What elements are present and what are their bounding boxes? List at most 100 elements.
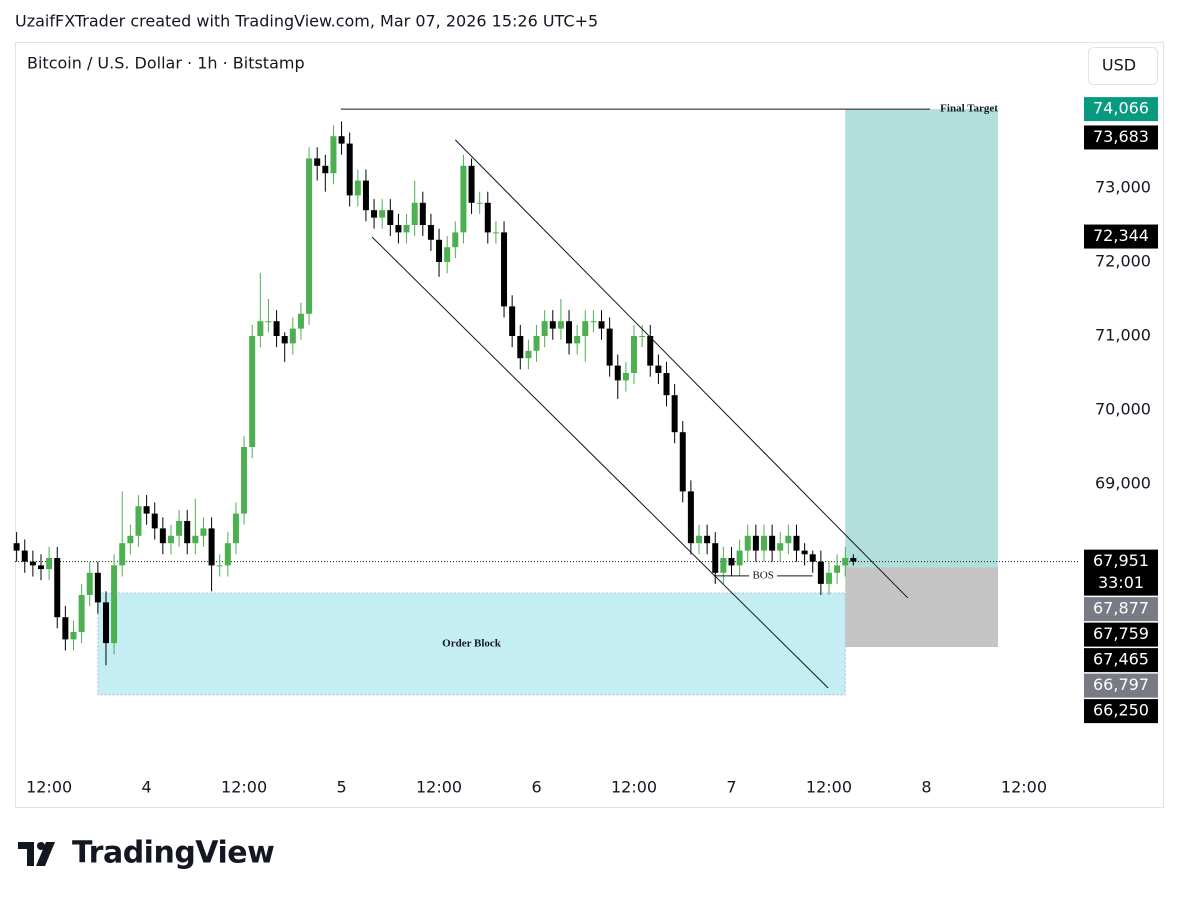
- candle-body: [468, 165, 475, 203]
- price-label: 66,797: [1093, 675, 1149, 694]
- candle-body: [549, 321, 556, 329]
- candle-body: [208, 528, 215, 566]
- logo-text: TradingView: [72, 836, 274, 871]
- price-countdown: 33:01: [1098, 573, 1144, 592]
- candle-body: [631, 335, 638, 373]
- price-label-bg: [1084, 699, 1158, 724]
- trendline: [454, 139, 909, 599]
- candle-body: [111, 565, 118, 644]
- candle-body: [598, 321, 605, 329]
- price-label-bg: [1084, 648, 1158, 673]
- candle-body: [192, 535, 199, 544]
- candle-body: [257, 321, 264, 336]
- price-label: 73,683: [1093, 127, 1149, 146]
- candle-body: [29, 561, 36, 566]
- currency-button[interactable]: [1088, 47, 1158, 85]
- candle-body: [102, 602, 109, 644]
- candle-body: [232, 513, 239, 544]
- candle-body: [614, 365, 621, 381]
- price-label: 67,951: [1093, 551, 1149, 570]
- candle-body: [200, 528, 207, 536]
- candle-body: [622, 372, 629, 381]
- x-tick-label: 4: [142, 778, 152, 797]
- logo-icon: [18, 842, 34, 866]
- price-label: 67,759: [1093, 624, 1149, 643]
- y-tick-label: 71,000: [1095, 325, 1151, 344]
- bos-label: BOS: [752, 569, 773, 581]
- candle-body: [249, 335, 256, 447]
- candle-body: [297, 313, 304, 329]
- candle-body: [834, 565, 841, 573]
- candle-body: [371, 210, 378, 218]
- candle-body: [769, 535, 776, 551]
- logo: TradingView: [18, 836, 275, 871]
- candle-body: [533, 335, 540, 351]
- candle-body: [159, 528, 166, 544]
- candle-body: [704, 535, 711, 544]
- candle-body: [436, 239, 443, 262]
- candle-body: [687, 491, 694, 544]
- candle-body: [21, 550, 28, 562]
- candle-body: [86, 572, 93, 595]
- candle-body: [224, 543, 231, 566]
- candle-body: [362, 180, 369, 211]
- x-tick-label: 6: [531, 778, 541, 797]
- candle-body: [639, 335, 646, 337]
- candle-body: [720, 557, 727, 573]
- candle-body: [306, 158, 313, 314]
- currency-label: USD: [1102, 56, 1136, 75]
- target-zone: [845, 109, 998, 568]
- candle-body: [143, 506, 150, 514]
- candle-body: [119, 543, 126, 566]
- order-block-label: Order Block: [442, 637, 502, 649]
- candle-body: [135, 506, 142, 536]
- candle-body: [590, 321, 597, 323]
- candle-body: [760, 535, 767, 551]
- candle-body: [541, 321, 548, 336]
- candle-body: [78, 594, 85, 632]
- logo-icon: [37, 842, 45, 850]
- candle-body: [281, 335, 288, 344]
- candle-body: [184, 520, 191, 544]
- candle-body: [452, 232, 459, 248]
- candle-body: [809, 554, 816, 562]
- candle-body: [265, 321, 272, 323]
- x-tick-label: 5: [336, 778, 346, 797]
- chart-title: Bitcoin / U.S. Dollar · 1h · Bitstamp: [27, 54, 305, 73]
- candle-body: [679, 432, 686, 492]
- candle-body: [379, 210, 386, 218]
- y-tick-label: 70,000: [1095, 399, 1151, 418]
- price-label: 72,344: [1093, 226, 1149, 245]
- attribution: UzaifFXTrader created with TradingView.c…: [15, 12, 598, 31]
- y-tick-label: 73,000: [1095, 177, 1151, 196]
- target-label: Final Target: [940, 103, 998, 115]
- candle-body: [663, 372, 670, 396]
- candle-body: [647, 335, 654, 366]
- candle-body: [46, 557, 53, 570]
- price-label: 67,465: [1093, 650, 1149, 669]
- chart-frame: [15, 42, 1164, 808]
- price-label-bg: [1084, 622, 1158, 647]
- candle-body: [566, 321, 573, 344]
- candle-body: [322, 165, 329, 174]
- plot-area: Order Block Final Target BOS 12:00 4 12:00 5 12…: [13, 97, 1158, 797]
- candle-body: [744, 535, 751, 551]
- trendline: [371, 236, 829, 689]
- candle-body: [801, 550, 808, 555]
- candle-body: [460, 165, 467, 233]
- y-tick-label: 69,000: [1095, 473, 1151, 492]
- stop-zone: [845, 567, 998, 648]
- candle-body: [842, 557, 849, 566]
- candle-body: [517, 335, 524, 359]
- candle-body: [419, 202, 426, 225]
- candle-body: [606, 328, 613, 366]
- candle-body: [387, 210, 394, 225]
- candle-body: [411, 202, 418, 225]
- x-tick-label: 12:00: [416, 778, 462, 797]
- x-tick-label: 8: [921, 778, 931, 797]
- candle-body: [476, 202, 483, 204]
- candle-body: [817, 561, 824, 584]
